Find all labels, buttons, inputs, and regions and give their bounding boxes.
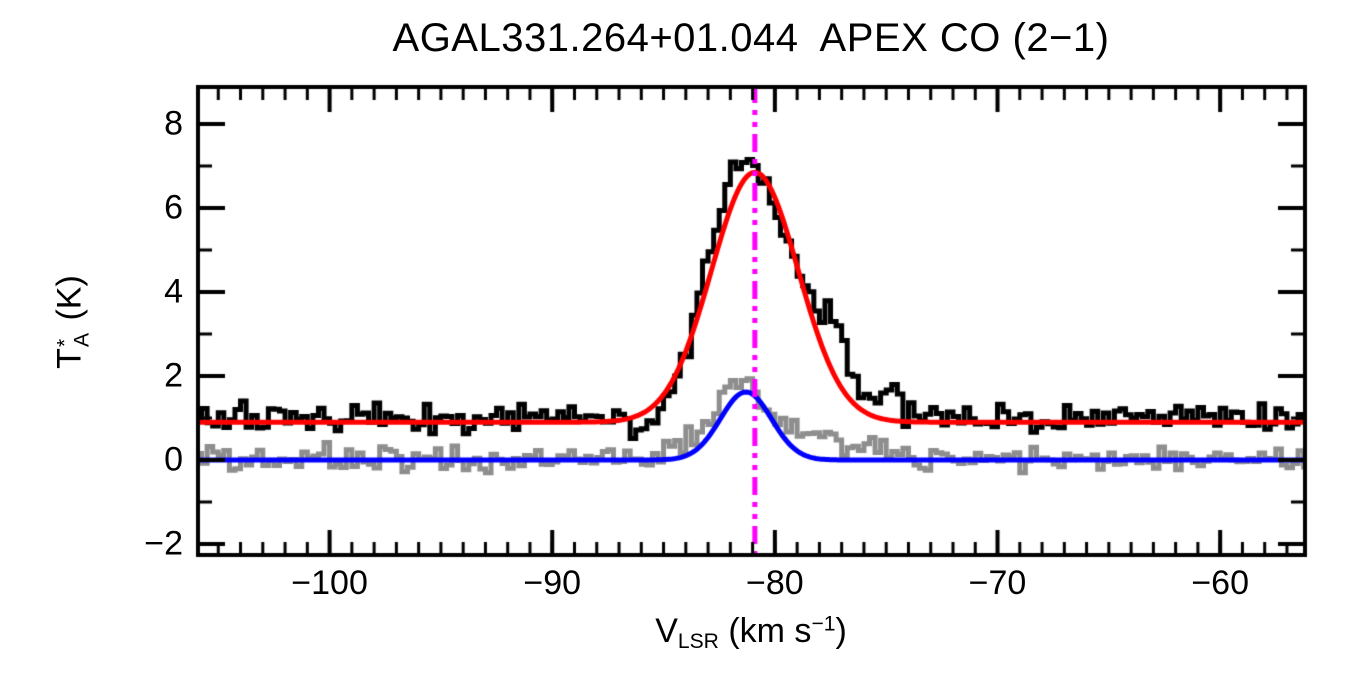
x-axis-label-exponent: −1 — [811, 612, 836, 636]
y-tick-label: 8 — [164, 104, 183, 143]
x-tick-label: −100 — [291, 564, 368, 602]
y-tick-label: −2 — [144, 524, 183, 563]
chart-title: AGAL331.264+01.044 APEX CO (2−1) — [392, 16, 1110, 60]
x-tick-label: −60 — [1191, 564, 1249, 602]
y-axis-label-subscript: A — [69, 332, 93, 348]
x-axis-label-subscript: LSR — [677, 629, 719, 653]
x-tick-label: −80 — [746, 564, 804, 602]
y-axis-label-scripts: * A — [53, 332, 93, 348]
y-axis-label: T * A (K) — [50, 275, 93, 369]
x-axis-label-quantity: V — [655, 612, 678, 650]
y-axis-label-unit: (K) — [50, 275, 89, 330]
x-axis-label-unit-open: (km s — [718, 612, 812, 650]
x-axis-label: VLSR (km s−1) — [655, 612, 847, 654]
y-axis-label-quantity: T — [50, 348, 89, 369]
x-axis-label-unit-close: ) — [835, 612, 847, 650]
y-tick-label: 2 — [164, 356, 183, 395]
x-tick-label: −90 — [523, 564, 582, 602]
y-tick-label: 0 — [164, 440, 183, 479]
y-tick-label: 6 — [164, 188, 183, 227]
x-tick-label: −70 — [968, 564, 1027, 602]
y-tick-label: 4 — [164, 272, 183, 311]
